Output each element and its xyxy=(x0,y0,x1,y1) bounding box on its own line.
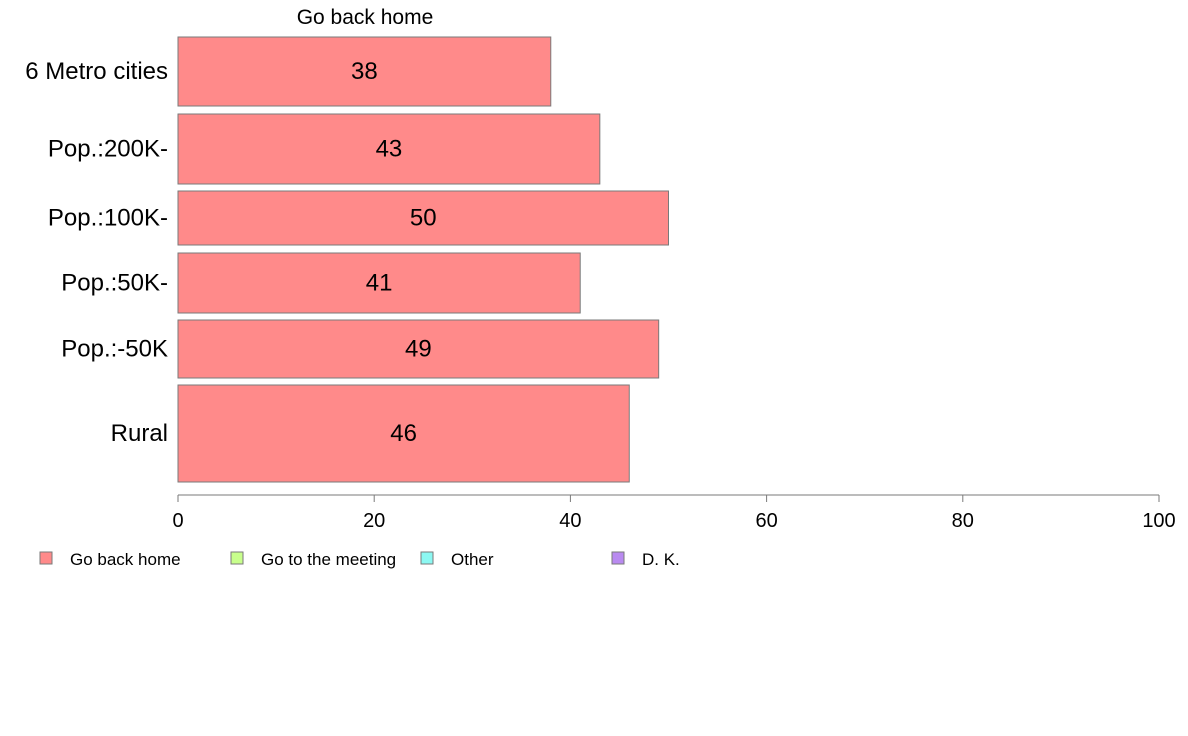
category-label: Pop.:200K- xyxy=(48,136,168,163)
category-label: Rural xyxy=(111,420,168,447)
legend-swatch xyxy=(611,551,625,565)
bar-value-label: 46 xyxy=(390,420,417,447)
x-axis: 0 20 40 60 80 100 xyxy=(172,494,1176,532)
chart-title: Go back home xyxy=(297,6,434,29)
legend-label: Go to the meeting xyxy=(261,550,396,569)
legend-label: Go back home xyxy=(70,550,181,569)
bar-value-label: 41 xyxy=(366,270,393,297)
legend: Go back home Go to the meeting Other D. K. xyxy=(39,550,680,569)
legend-swatch xyxy=(230,551,244,565)
bar xyxy=(177,319,660,379)
x-tick-label: 20 xyxy=(363,510,385,532)
bar xyxy=(177,190,669,246)
x-tick-label: 100 xyxy=(1142,510,1175,532)
bar xyxy=(177,36,552,107)
bars-group xyxy=(177,36,669,483)
category-labels-group: 6 Metro cities Pop.:200K- Pop.:100K- Pop.:5… xyxy=(25,58,168,447)
category-label: 6 Metro cities xyxy=(25,58,168,85)
bar xyxy=(177,384,630,483)
bar-value-label: 49 xyxy=(405,336,432,363)
bar-value-labels-group: 38 43 50 41 49 46 xyxy=(351,58,437,447)
x-tick-label: 60 xyxy=(755,510,777,532)
legend-label: Other xyxy=(451,550,494,569)
bar-value-label: 43 xyxy=(376,136,403,163)
category-label: Pop.:50K- xyxy=(61,270,168,297)
legend-swatch xyxy=(420,551,434,565)
bar xyxy=(177,252,581,314)
x-tick-label: 80 xyxy=(952,510,974,532)
legend-label: D. K. xyxy=(642,550,680,569)
category-label: Pop.:-50K xyxy=(61,336,168,363)
bar xyxy=(177,113,601,185)
bar-value-label: 38 xyxy=(351,58,378,85)
category-label: Pop.:100K- xyxy=(48,205,168,232)
x-tick-label: 40 xyxy=(559,510,581,532)
legend-swatch xyxy=(39,551,53,565)
bar-value-label: 50 xyxy=(410,205,437,232)
x-tick-label: 0 xyxy=(172,510,183,532)
